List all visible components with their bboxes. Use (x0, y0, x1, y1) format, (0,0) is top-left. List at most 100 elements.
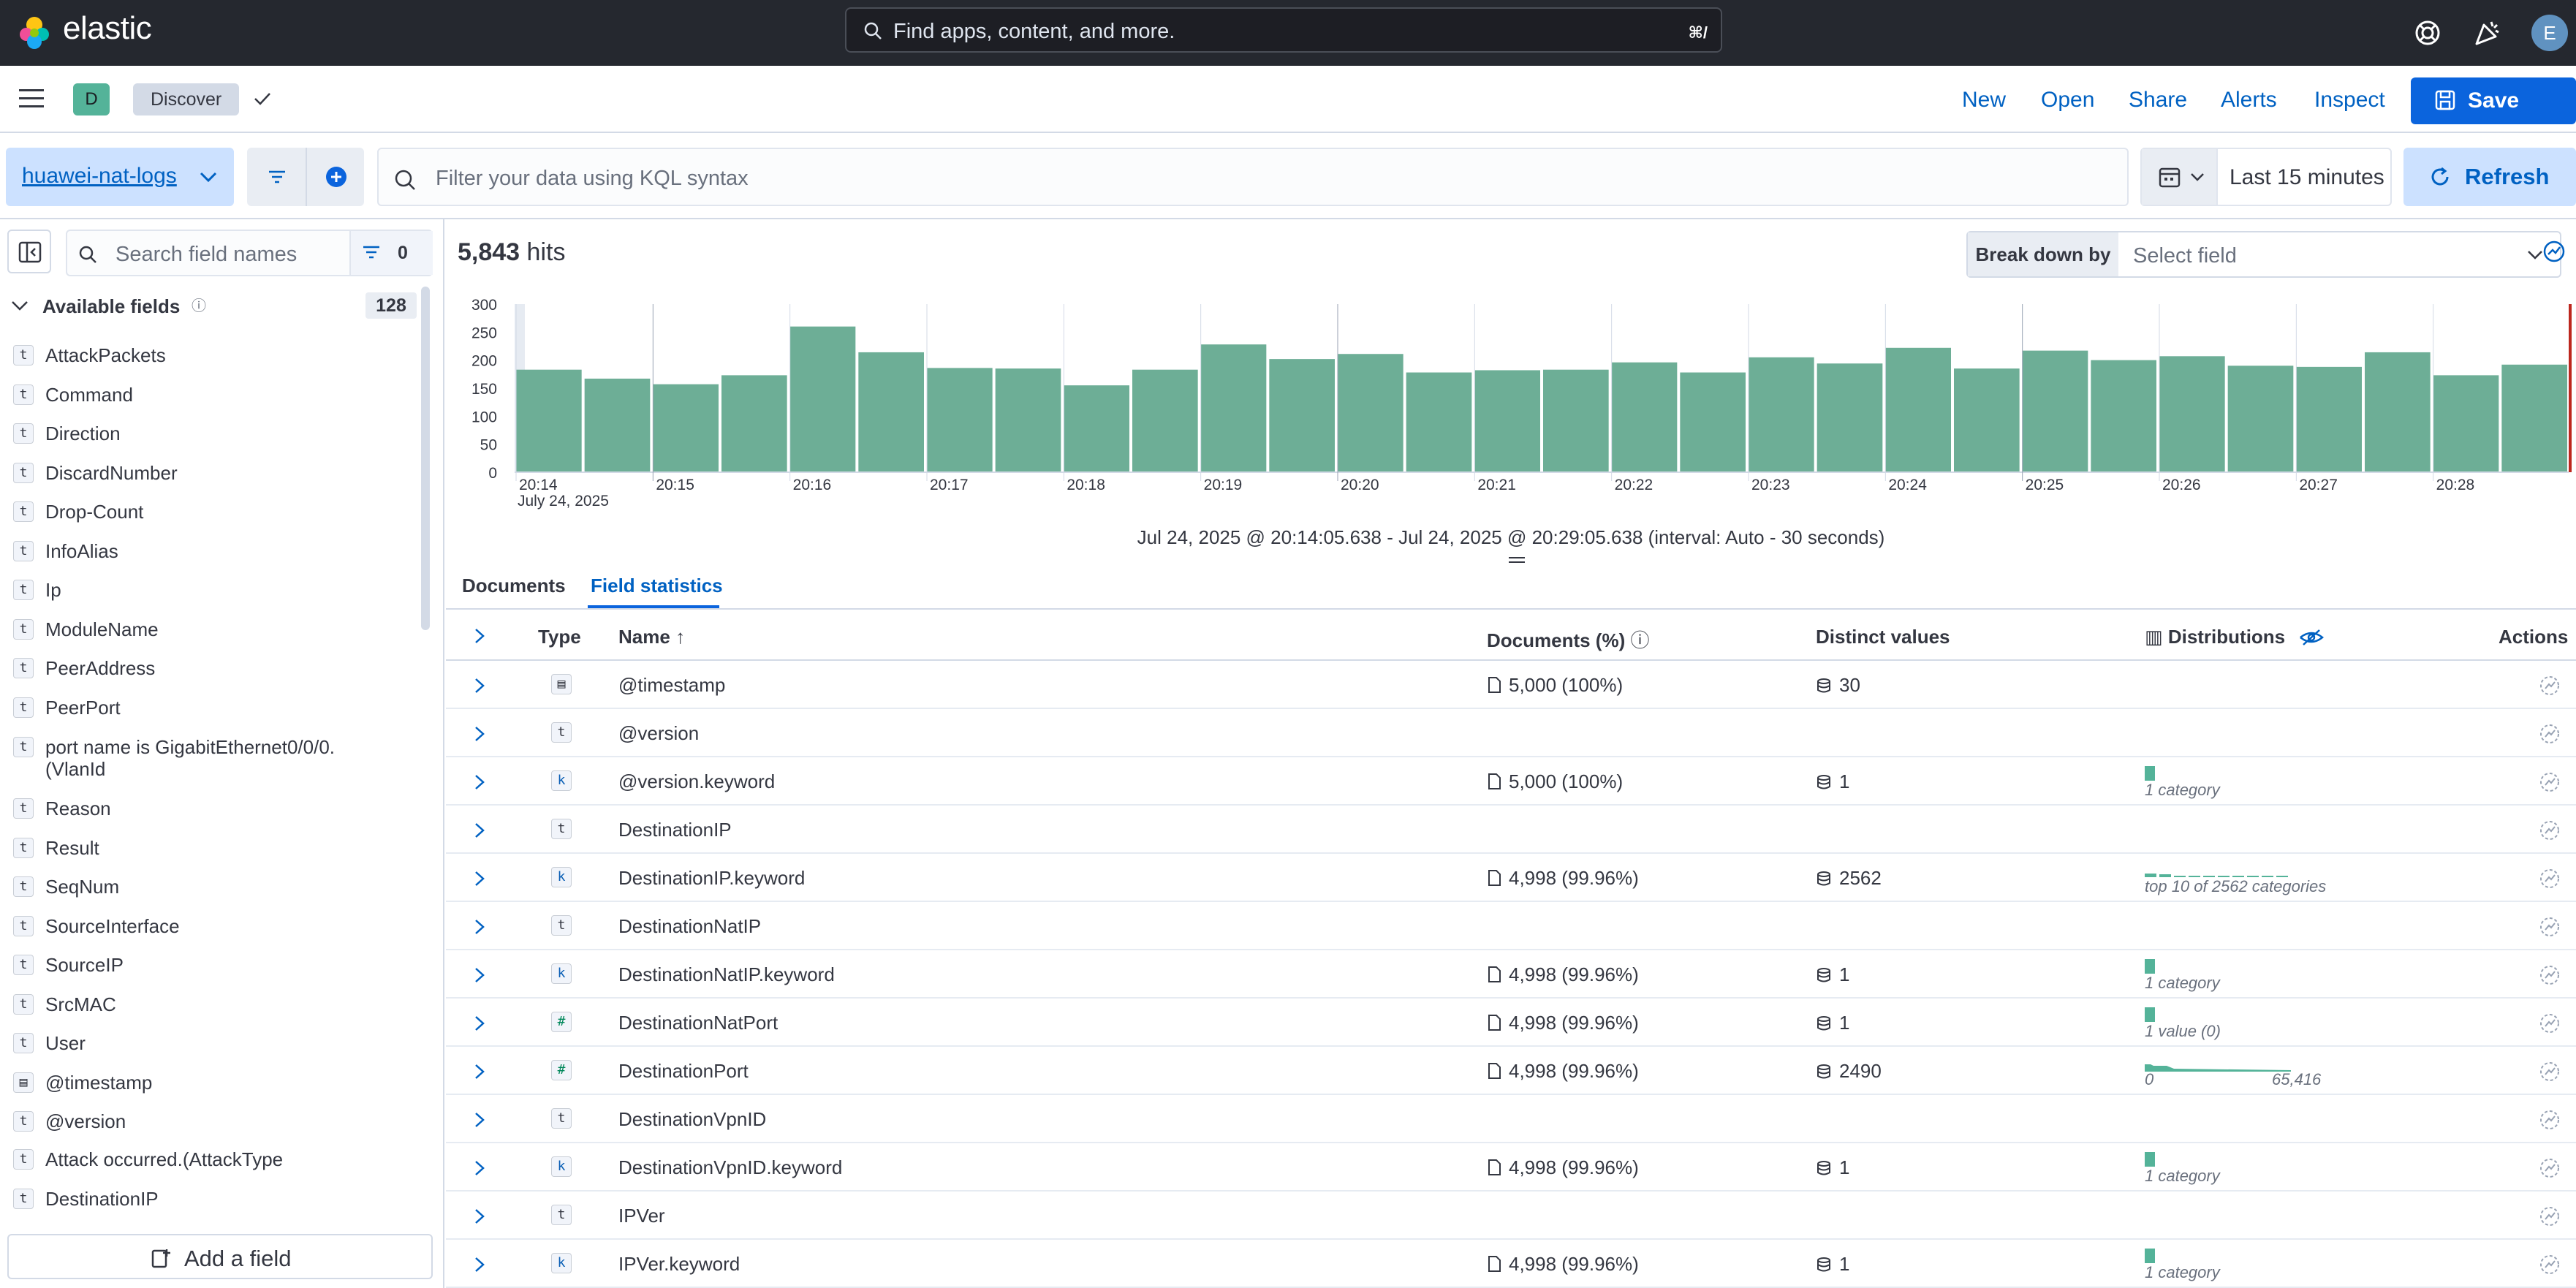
histogram-bar[interactable] (1269, 359, 1335, 472)
histogram-svg[interactable]: 300 250 200 150 100 50 0 20:14 20:15 20:16 20:17 20… (446, 292, 2576, 526)
open-link[interactable]: Open (2041, 88, 2095, 112)
histogram-bar[interactable] (584, 378, 651, 472)
visualize-icon[interactable] (2538, 1060, 2561, 1083)
expand-row-icon[interactable] (472, 1256, 487, 1273)
table-row[interactable]: t @version (446, 709, 2576, 757)
help-icon[interactable] (2411, 16, 2444, 50)
field-search-input[interactable]: Search field names 0 (66, 230, 433, 276)
space-avatar[interactable]: D (73, 83, 110, 115)
histogram-bar[interactable] (1954, 368, 2020, 472)
table-row[interactable]: ▤ @timestamp 5,000 (100%) 30 (446, 661, 2576, 709)
visualize-icon[interactable] (2538, 674, 2561, 697)
field-item[interactable]: t InfoAlias (10, 537, 420, 566)
field-item[interactable]: t SrcMAC (10, 990, 420, 1019)
distribution-chart[interactable]: 1 value (0) (2145, 1006, 2364, 1042)
expand-row-icon[interactable] (472, 1208, 487, 1225)
field-item[interactable]: t PeerPort (10, 693, 420, 722)
distribution-chart[interactable]: top 10 of 2562 categories (2145, 861, 2364, 898)
expand-row-icon[interactable] (472, 1063, 487, 1080)
table-row[interactable]: k IPVer.keyword 4,998 (99.96%) 1 1 category (446, 1240, 2576, 1288)
global-search-input[interactable]: Find apps, content, and more. ⌘/ (845, 7, 1722, 53)
field-item[interactable]: t Command (10, 380, 420, 409)
histogram-bar[interactable] (1611, 362, 1678, 472)
header-distributions[interactable]: ▥ Distributions (2145, 626, 2325, 648)
edit-visualization-icon[interactable] (2541, 238, 2567, 265)
visualize-icon[interactable] (2538, 1205, 2561, 1228)
user-avatar[interactable]: E (2531, 15, 2568, 51)
filter-menu-icon[interactable] (266, 167, 288, 187)
field-item[interactable]: t Direction (10, 419, 420, 448)
field-item[interactable]: t Reason (10, 794, 420, 823)
histogram-bar[interactable] (721, 375, 787, 472)
tab-field-statistics[interactable]: Field statistics (591, 575, 723, 596)
table-row[interactable]: t IPVer (446, 1192, 2576, 1240)
expand-row-icon[interactable] (472, 870, 487, 887)
table-row[interactable]: k DestinationIP.keyword 4,998 (99.96%) 2562… (446, 854, 2576, 902)
alerts-link[interactable]: Alerts (2221, 88, 2277, 112)
histogram-bar[interactable] (789, 326, 856, 472)
histogram-bar[interactable] (1338, 354, 1403, 472)
visualize-icon[interactable] (2538, 1108, 2561, 1132)
field-item[interactable]: ▤ @timestamp (10, 1068, 420, 1097)
histogram-bar[interactable] (995, 368, 1061, 472)
kql-query-input[interactable]: Filter your data using KQL syntax (377, 148, 2129, 206)
histogram-bar[interactable] (1474, 370, 1540, 472)
field-item[interactable]: t User (10, 1028, 420, 1058)
histogram-bar[interactable] (1885, 347, 1951, 472)
histogram-bar[interactable] (653, 384, 719, 472)
histogram-bar[interactable] (1680, 372, 1746, 472)
available-fields-header[interactable]: Available fields ⓘ 128 (10, 292, 427, 322)
field-item[interactable]: t Attack occurred.(AttackType (10, 1145, 420, 1174)
field-item[interactable]: t SourceIP (10, 950, 420, 980)
field-item[interactable]: t SourceInterface (10, 912, 420, 941)
hide-distributions-icon[interactable] (2299, 629, 2325, 646)
histogram-bar[interactable] (2365, 352, 2431, 472)
table-row[interactable]: # DestinationNatPort 4,998 (99.96%) 1 1 valu… (446, 999, 2576, 1047)
distribution-chart[interactable]: 1 category (2145, 1151, 2364, 1187)
expand-row-icon[interactable] (472, 1159, 487, 1177)
visualize-icon[interactable] (2538, 1012, 2561, 1035)
field-item[interactable]: t @version (10, 1107, 420, 1136)
collapse-sidebar-button[interactable] (7, 230, 51, 273)
histogram-bar[interactable] (1132, 369, 1198, 472)
histogram-bar[interactable] (2227, 365, 2294, 472)
expand-row-icon[interactable] (472, 918, 487, 936)
quick-menu-button[interactable] (2142, 149, 2218, 205)
field-item[interactable]: t Result (10, 833, 420, 863)
expand-row-icon[interactable] (472, 1015, 487, 1032)
histogram-chart[interactable]: 300 250 200 150 100 50 0 20:14 20:15 20:16 20:17 20… (446, 292, 2576, 746)
breadcrumb[interactable]: Discover (133, 83, 240, 115)
header-name[interactable]: Name ↑ (618, 626, 685, 648)
visualize-icon[interactable] (2538, 1156, 2561, 1180)
news-feed-icon[interactable] (2471, 16, 2504, 50)
table-row[interactable]: # DestinationPort 4,998 (99.96%) 2490 0 65,41… (446, 1047, 2576, 1095)
expand-row-icon[interactable] (472, 773, 487, 791)
field-item[interactable]: t ModuleName (10, 615, 420, 644)
header-type[interactable]: Type (538, 626, 581, 648)
visualize-icon[interactable] (2538, 963, 2561, 987)
inspect-link[interactable]: Inspect (2314, 88, 2385, 112)
histogram-bar[interactable] (927, 368, 993, 472)
expand-row-icon[interactable] (472, 822, 487, 839)
save-button[interactable]: Save (2411, 77, 2576, 124)
histogram-bar[interactable] (1817, 363, 1883, 472)
add-field-button[interactable]: Add a field (7, 1234, 433, 1279)
histogram-bar[interactable] (2091, 360, 2156, 472)
new-link[interactable]: New (1962, 88, 2007, 112)
histogram-bar[interactable] (2022, 350, 2088, 472)
expand-row-icon[interactable] (472, 677, 487, 694)
histogram-bar[interactable] (2501, 364, 2567, 472)
refresh-button[interactable]: Refresh (2403, 148, 2576, 206)
histogram-bar[interactable] (2433, 375, 2499, 472)
date-picker[interactable]: Last 15 minutes (2140, 148, 2392, 206)
expand-all-icon[interactable] (472, 627, 487, 645)
histogram-bar[interactable] (516, 369, 582, 472)
histogram-bar[interactable] (1200, 344, 1267, 472)
visualize-icon[interactable] (2538, 867, 2561, 890)
header-distinct[interactable]: Distinct values (1816, 626, 1950, 648)
distribution-chart[interactable]: 1 category (2145, 958, 2364, 994)
table-row[interactable]: k @version.keyword 5,000 (100%) 1 1 category (446, 757, 2576, 806)
field-item[interactable]: t Drop-Count (10, 497, 420, 526)
visualize-icon[interactable] (2538, 819, 2561, 842)
field-item[interactable]: t SeqNum (10, 872, 420, 901)
